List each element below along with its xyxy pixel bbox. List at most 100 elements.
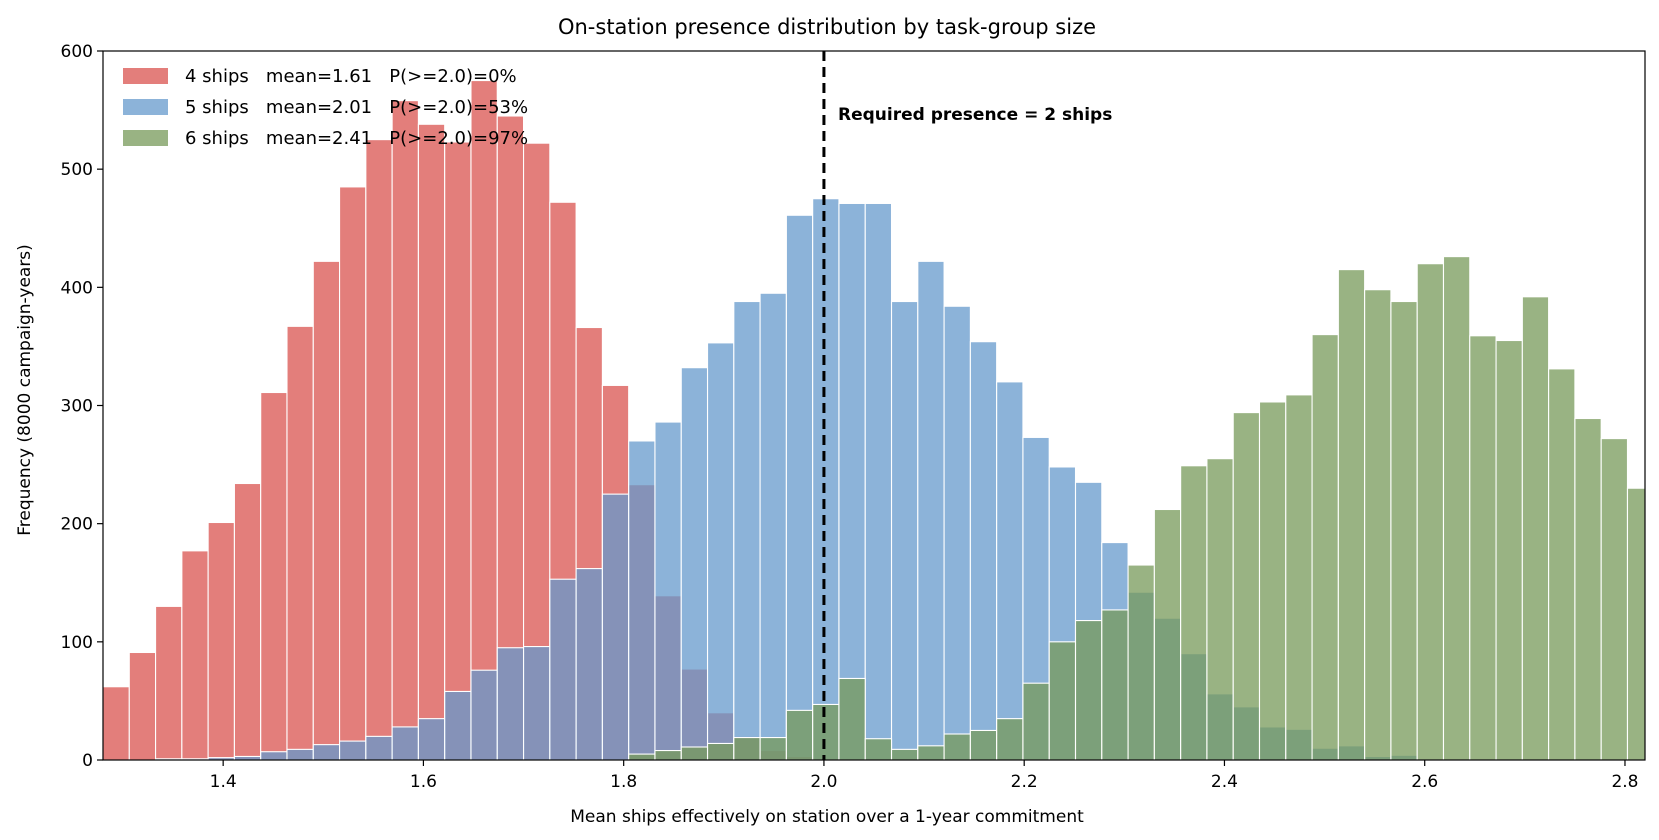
reference-line-annotation: Required presence = 2 ships [838, 105, 1112, 125]
bar-series-2-bin-20 [628, 440, 656, 761]
y-tick-label: 600 [61, 42, 93, 62]
bar-series-3-bin-44 [1258, 401, 1287, 761]
x-tick-label: 1.8 [610, 772, 637, 792]
bar-series-2-bin-21 [654, 421, 682, 761]
bar-series-3-bin-20 [628, 753, 656, 761]
legend-entry-2: 5 ships mean=2.01 P(>=2.0)=53% [185, 97, 528, 118]
plot-area [102, 50, 1646, 761]
bar-series-1-bin-12 [417, 123, 446, 761]
bar-series-1-bin-3 [181, 550, 209, 761]
bar-series-3-bin-22 [680, 746, 709, 761]
bar-series-2-bin-30 [890, 300, 919, 761]
bar-series-2-bin-32 [943, 305, 971, 761]
y-axis-label: Frequency (8000 campaign-years) [15, 244, 35, 536]
bar-series-3-bin-27 [812, 703, 840, 761]
bar-series-2-bin-11 [391, 726, 419, 761]
bar-series-3-bin-30 [890, 748, 919, 761]
bar-series-2-bin-24 [733, 300, 761, 761]
bar-series-2-bin-12 [417, 718, 446, 761]
bar-series-1-bin-7 [286, 325, 314, 761]
legend-swatch-3 [123, 130, 168, 146]
bar-series-3-bin-41 [1180, 465, 1208, 761]
bar-series-2-bin-10 [365, 735, 393, 761]
bar-series-2-bin-29 [864, 202, 893, 761]
y-tick-label: 200 [61, 515, 93, 535]
bar-series-3-bin-40 [1153, 508, 1182, 761]
bar-series-3-bin-47 [1337, 269, 1366, 761]
y-axis: 0 100 200 300 400 500 600 [61, 42, 103, 771]
bar-series-1-bin-6 [260, 391, 288, 761]
bar-series-1-bin-9 [339, 186, 367, 761]
bar-series-1-bin-13 [444, 141, 472, 761]
x-axis: 1.4 1.6 1.8 2.0 2.2 2.4 2.6 2.8 [210, 760, 1638, 792]
chart-title: On-station presence distribution by task… [558, 15, 1096, 39]
x-tick-label: 2.2 [1011, 772, 1038, 792]
bar-series-1-bin-5 [233, 482, 262, 761]
y-tick-label: 100 [61, 633, 93, 653]
bar-series-3-bin-49 [1390, 300, 1418, 761]
bar-series-3-bin-58 [1626, 487, 1646, 761]
bar-series-2-bin-34 [996, 381, 1024, 761]
legend-swatch-2 [123, 99, 168, 115]
bar-series-1-bin-8 [312, 260, 341, 761]
bar-series-3-bin-23 [706, 742, 735, 761]
x-tick-label: 2.4 [1211, 772, 1238, 792]
bar-series-3-bin-36 [1048, 641, 1077, 761]
y-tick-label: 300 [61, 397, 93, 417]
x-tick-label: 1.4 [210, 772, 237, 792]
bar-series-3-bin-24 [733, 736, 761, 761]
bar-series-1-bin-14 [470, 79, 498, 761]
bar-series-3-bin-34 [996, 718, 1024, 761]
legend: 4 ships mean=1.61 P(>=2.0)=0% 5 ships mea… [123, 66, 528, 149]
bar-series-3-bin-31 [917, 745, 945, 761]
bar-series-2-bin-13 [444, 690, 472, 761]
bar-series-3-bin-54 [1521, 296, 1550, 761]
legend-entry-3: 6 ships mean=2.41 P(>=2.0)=97% [185, 128, 528, 149]
bar-series-2-bin-14 [470, 669, 498, 761]
bar-series-3-bin-32 [943, 733, 971, 761]
bar-series-1-bin-1 [128, 651, 157, 761]
bar-series-3-bin-52 [1469, 335, 1497, 761]
bar-series-2-bin-7 [286, 748, 314, 761]
bar-series-3-bin-28 [838, 677, 866, 761]
bar-series-1-bin-2 [155, 605, 183, 761]
bar-series-2-bin-16 [522, 646, 551, 761]
bar-series-2-bin-33 [969, 341, 998, 761]
bar-series-2-bin-25 [759, 292, 787, 761]
y-tick-label: 0 [82, 751, 93, 771]
bar-series-3-bin-53 [1495, 339, 1523, 761]
bar-series-3-bin-29 [864, 738, 893, 761]
y-tick-label: 500 [61, 160, 93, 180]
bar-series-2-bin-17 [549, 578, 577, 761]
bar-series-3-bin-43 [1232, 412, 1261, 761]
legend-entry-1: 4 ships mean=1.61 P(>=2.0)=0% [185, 66, 517, 87]
bar-series-2-bin-9 [339, 740, 367, 761]
bar-series-3-bin-56 [1574, 417, 1602, 761]
bar-series-3-bin-50 [1416, 263, 1445, 761]
legend-swatch-1 [123, 68, 168, 84]
bar-series-3-bin-39 [1127, 564, 1155, 761]
bar-series-2-bin-22 [680, 367, 709, 761]
bar-series-3-bin-21 [654, 749, 682, 761]
bar-series-3-bin-46 [1311, 334, 1339, 761]
bar-series-3-bin-51 [1442, 256, 1471, 761]
bar-series-3-bin-25 [759, 736, 787, 761]
bar-series-1-bin-0 [102, 686, 130, 761]
bar-series-3-bin-35 [1022, 682, 1050, 761]
bar-series-2-bin-6 [260, 751, 288, 761]
bar-series-1-bin-4 [207, 521, 235, 761]
bar-series-3-bin-33 [969, 729, 998, 761]
x-tick-label: 1.6 [410, 772, 437, 792]
bar-series-3-bin-42 [1206, 458, 1234, 761]
bar-series-3-bin-38 [1101, 609, 1129, 761]
bar-series-3-bin-26 [785, 709, 814, 761]
bar-series-3-bin-55 [1548, 368, 1576, 761]
bar-series-3-bin-45 [1285, 394, 1313, 761]
x-tick-label: 2.0 [810, 772, 837, 792]
bar-series-2-bin-8 [312, 744, 341, 761]
bar-series-3-bin-48 [1364, 289, 1392, 761]
bar-series-3-bin-57 [1600, 438, 1629, 761]
bar-series-2-bin-28 [838, 202, 866, 761]
bar-series-2-bin-15 [496, 647, 525, 761]
